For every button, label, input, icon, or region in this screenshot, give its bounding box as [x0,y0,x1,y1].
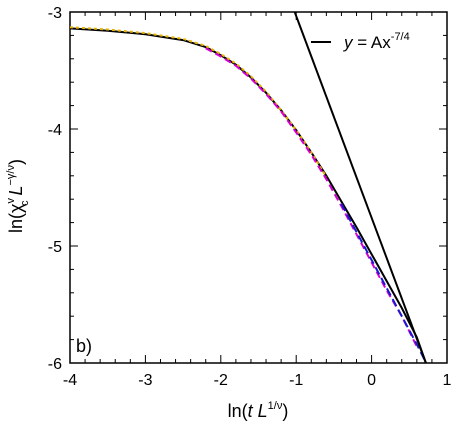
x-tick-label: -2 [214,372,228,389]
y-tick-label: -5 [48,239,62,256]
axes-frame [69,11,448,364]
y-axis-label: ln(χv c L−γ/ν) [5,159,31,233]
legend: y = Ax-7/4 [311,31,410,52]
x-tick-label: 1 [443,372,452,389]
y-tick-label: -6 [48,356,62,373]
x-axis-label: ln(t L1/ν) [228,400,289,421]
x-tick-label: -1 [289,372,303,389]
panel-label: b) [76,336,92,356]
ticks-group: -4 -3 -2 -1 0 1 -6 -5 -4 -3 [48,5,452,389]
y-tick-label: -4 [48,122,62,139]
x-tick-label: 0 [367,372,376,389]
x-tick-label: -4 [63,372,77,389]
series-line-1 [70,26,328,178]
series-group [70,12,427,363]
plot-frame [69,11,448,364]
series-line-3 [340,203,426,360]
legend-label: y = Ax-7/4 [343,31,410,52]
x-tick-label: -3 [138,372,152,389]
series-line-4 [293,12,427,363]
series-line-2 [205,47,418,348]
y-tick-label: -3 [48,5,62,22]
series-line-0 [70,27,427,363]
